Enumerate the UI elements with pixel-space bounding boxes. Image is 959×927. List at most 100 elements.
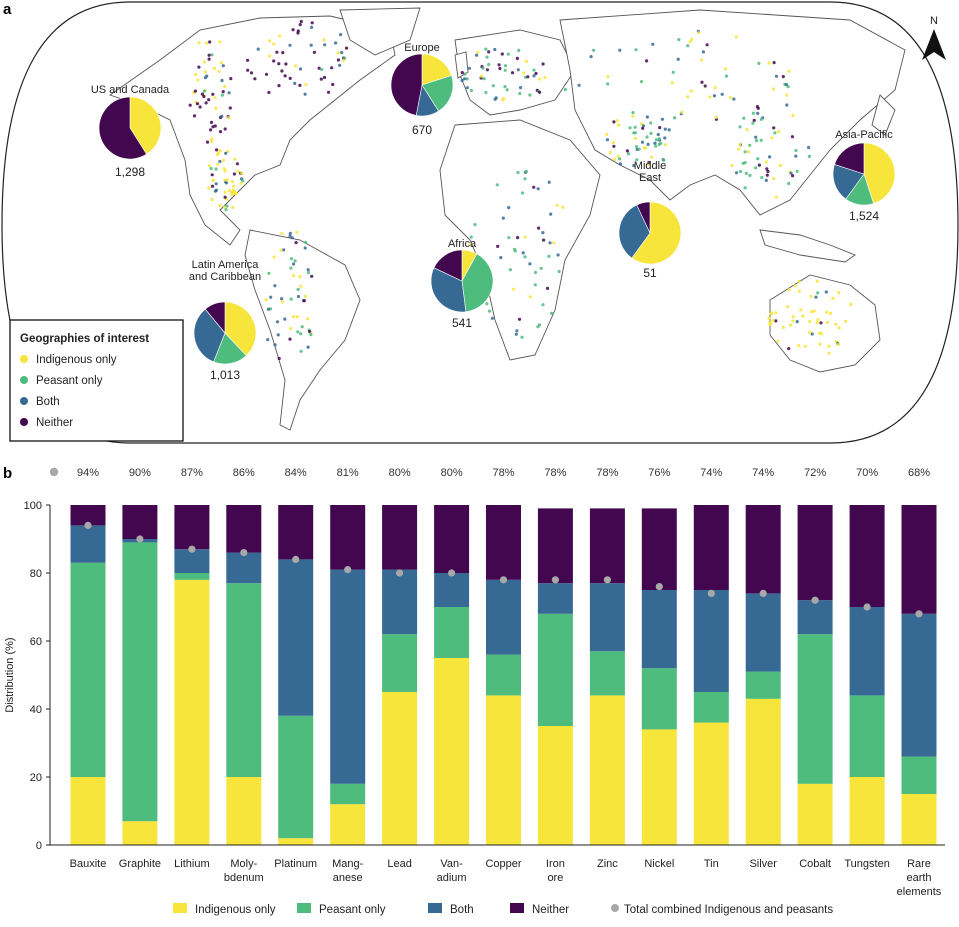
- bar-segment: [330, 505, 366, 570]
- mine-site-dot: [676, 57, 680, 61]
- mine-site-dot: [703, 84, 707, 88]
- legend-label: Peasant only: [319, 904, 386, 916]
- mine-site-dot: [239, 181, 243, 185]
- bar-segment: [174, 505, 210, 550]
- region-name: Middle: [634, 160, 666, 172]
- mine-site-dot: [268, 54, 272, 58]
- mine-site-dot: [772, 176, 776, 181]
- mine-site-dot: [493, 47, 497, 52]
- mine-site-dot: [291, 274, 295, 278]
- mine-site-dot: [631, 111, 635, 115]
- mine-site-dot: [214, 106, 218, 110]
- bar-segment: [278, 505, 314, 560]
- mine-site-dot: [506, 52, 510, 56]
- pie-slice: [98, 96, 148, 160]
- bar-segment: [434, 505, 470, 573]
- mine-site-dot: [343, 56, 347, 60]
- mine-site-dot: [204, 101, 208, 105]
- mine-site-dot: [754, 139, 759, 143]
- mine-site-dot: [646, 162, 650, 166]
- mine-site-dot: [516, 170, 520, 175]
- mine-site-dot: [232, 172, 236, 176]
- bar-segment: [70, 525, 106, 563]
- mine-site-dot: [465, 86, 469, 90]
- mine-site-dot: [223, 169, 227, 173]
- mine-site-dot: [299, 332, 303, 336]
- mine-site-dot: [616, 154, 620, 158]
- mine-site-dot: [463, 77, 467, 81]
- mine-site-dot: [323, 43, 327, 47]
- mine-site-dot: [626, 152, 631, 156]
- mine-site-dot: [197, 41, 201, 45]
- stacked-bar-chart: b 0 20 40 60 80 100 Distribution (%) Bauxite Gr…: [3, 465, 945, 916]
- mine-site-dot: [223, 84, 227, 88]
- mine-site-dot: [605, 132, 609, 136]
- map-panel: a US and Canada 1,298 Europe 670 Latin Ameri…: [0, 0, 959, 450]
- bar-series: [70, 505, 937, 845]
- x-tick-label: Moly-: [230, 858, 257, 870]
- mine-site-dot: [787, 347, 791, 351]
- bar-segment: [641, 729, 677, 845]
- bar-segment: [174, 579, 210, 845]
- bar-segment: [537, 508, 573, 584]
- pie-slice: [224, 301, 257, 357]
- region-count: 1,298: [115, 165, 145, 179]
- x-tick-label: Nickel: [644, 858, 674, 870]
- bar-segment: [330, 804, 366, 845]
- mine-site-dot: [230, 190, 234, 194]
- mine-site-dot: [649, 131, 653, 135]
- mine-site-dot: [273, 343, 277, 347]
- mine-site-dot: [517, 317, 522, 321]
- mine-site-dot: [769, 312, 773, 316]
- bar-segment: [901, 794, 937, 845]
- bar-segment: [70, 505, 106, 526]
- bar-segment: [226, 552, 262, 584]
- mine-site-dot: [646, 142, 650, 146]
- mine-site-dot: [633, 131, 637, 135]
- bar-segment: [486, 654, 521, 696]
- total-point: [759, 589, 767, 597]
- mine-site-dot: [768, 155, 772, 159]
- mine-site-dot: [280, 231, 284, 235]
- mine-site-dot: [541, 62, 545, 66]
- pie-slice: [863, 142, 896, 204]
- mine-site-dot: [663, 143, 668, 147]
- mine-site-dot: [336, 58, 340, 62]
- bar-legend: Indigenous only Peasant only Both Neither To…: [173, 903, 833, 916]
- mine-site-dot: [229, 77, 233, 81]
- mine-site-dot: [673, 116, 677, 120]
- bar-segment: [901, 613, 937, 757]
- bar-segment: [901, 505, 937, 614]
- mine-site-dot: [724, 67, 728, 71]
- mine-site-dot: [218, 203, 222, 208]
- world-map: a US and Canada 1,298 Europe 670 Latin Ameri…: [1, 1, 959, 444]
- mine-site-dot: [222, 205, 227, 209]
- total-point: [811, 596, 819, 604]
- pie-slice: [193, 308, 226, 363]
- mine-site-dot: [769, 323, 773, 327]
- mine-site-dot: [515, 329, 519, 333]
- mine-site-dot: [724, 74, 729, 78]
- mine-site-dot: [217, 69, 221, 73]
- mine-site-dot: [469, 235, 473, 239]
- bar-segment: [589, 508, 625, 584]
- bar-segment: [849, 777, 885, 845]
- mine-site-dot: [645, 135, 649, 139]
- north-label: N: [930, 15, 938, 27]
- mine-site-dot: [268, 39, 272, 43]
- mine-site-dot: [240, 171, 244, 175]
- total-point: [188, 545, 196, 553]
- mine-site-dot: [497, 63, 501, 67]
- mine-site-dot: [825, 310, 829, 314]
- mine-site-dot: [282, 248, 286, 252]
- mine-site-dot: [231, 184, 236, 188]
- mine-site-dot: [713, 86, 717, 90]
- y-tick-label: 0: [36, 840, 42, 852]
- mine-site-dot: [322, 75, 327, 80]
- mine-site-dot: [306, 268, 310, 272]
- mine-site-dot: [772, 61, 776, 65]
- mine-site-dot: [511, 287, 516, 291]
- mine-site-dot: [214, 182, 218, 186]
- bar-segment: [434, 607, 470, 658]
- mine-site-dot: [837, 326, 841, 330]
